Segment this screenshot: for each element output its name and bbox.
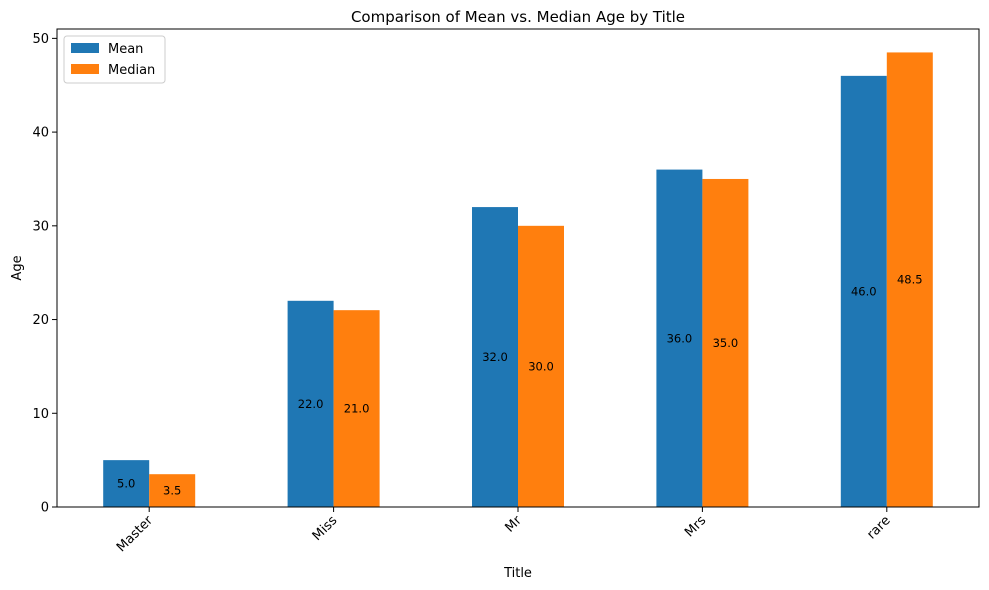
bar-label-median-mrs: 35.0 (713, 336, 739, 350)
x-axis-title: Title (503, 566, 532, 581)
bar-mean-mrs (656, 169, 703, 507)
legend-label-median: Median (108, 63, 155, 78)
bar-label-median-miss: 21.0 (344, 402, 370, 416)
legend-swatch-mean (71, 43, 99, 53)
bar-label-mean-mr: 32.0 (482, 350, 508, 364)
x-tick-label: Master (114, 513, 156, 555)
bar-mean-master (103, 460, 150, 507)
bar-median-mr (518, 225, 564, 507)
bar-median-master (149, 474, 196, 507)
bar-label-mean-miss: 22.0 (298, 397, 324, 411)
legend-swatch-median (71, 64, 99, 74)
chart-title: Comparison of Mean vs. Median Age by Tit… (351, 8, 685, 26)
bar-label-median-master: 3.5 (163, 484, 181, 498)
y-axis: 0 10 20 30 40 50 (32, 32, 57, 516)
bar-mean-mr (472, 207, 518, 507)
bars (103, 52, 933, 508)
y-tick-label: 50 (32, 32, 49, 47)
y-tick-label: 20 (32, 313, 49, 328)
x-axis: Master Miss Mr Mrs rare (114, 507, 894, 555)
y-axis-title: Age (10, 255, 25, 280)
bar-label-mean-master: 5.0 (117, 477, 135, 491)
bar-median-rare (886, 52, 933, 508)
bar-mean-rare (840, 75, 887, 508)
bar-median-mrs (702, 178, 749, 507)
bar-mean-miss (287, 300, 334, 507)
bar-label-median-mr: 30.0 (528, 359, 554, 373)
y-tick-label: 0 (41, 501, 49, 516)
bar-label-mean-rare: 46.0 (851, 284, 877, 298)
x-tick-label: Mr (503, 513, 526, 536)
bar-label-median-rare: 48.5 (897, 273, 923, 287)
x-tick-label: Miss (310, 513, 341, 544)
x-tick-label: Mrs (682, 513, 709, 540)
bar-label-mean-mrs: 36.0 (667, 331, 693, 345)
x-tick-label: rare (864, 513, 893, 542)
bar-median-miss (333, 310, 380, 507)
y-tick-label: 10 (32, 407, 49, 422)
bar-labels: 5.0 3.5 22.0 21.0 32.0 30.0 36.0 35.0 46.0 48.5 (117, 273, 923, 498)
legend-label-mean: Mean (108, 42, 143, 57)
y-tick-label: 30 (32, 219, 49, 234)
y-tick-label: 40 (32, 126, 49, 141)
legend: Mean Median (63, 35, 166, 84)
